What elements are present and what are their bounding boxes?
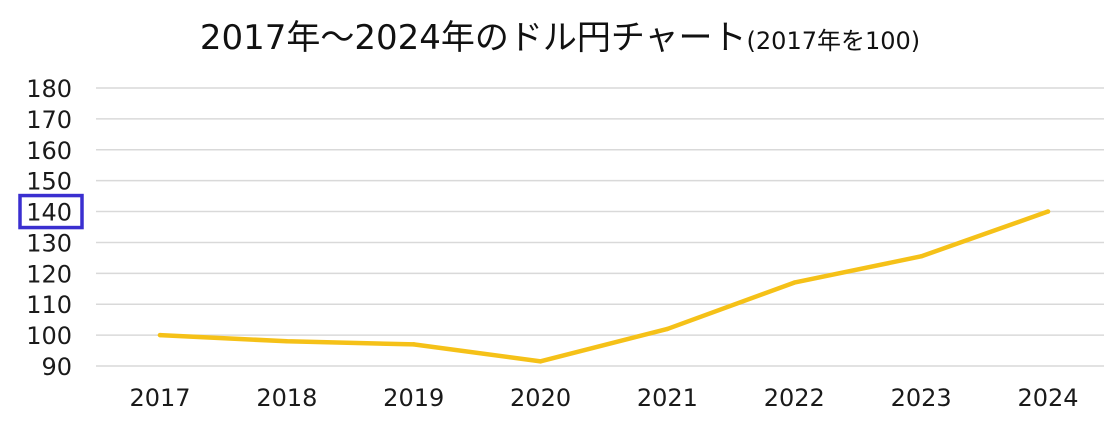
x-tick-label: 2020 (510, 384, 571, 412)
y-tick-label: 100 (26, 322, 72, 350)
chart-title: 2017年〜2024年のドル円チャート(2017年を100) (0, 10, 1120, 59)
chart-title-sub: (2017年を100) (746, 27, 921, 55)
chart-title-main: 2017年〜2024年のドル円チャート (199, 18, 747, 58)
data-point (918, 254, 924, 259)
highlight (18, 193, 84, 230)
x-tick-label: 2024 (1017, 384, 1078, 412)
x-tick-label: 2021 (637, 384, 698, 412)
data-point (538, 359, 543, 364)
data-point (792, 280, 797, 285)
series-line (157, 209, 1051, 364)
x-tick-label: 2018 (256, 384, 317, 412)
y-tick-label: 140 (26, 199, 72, 227)
x-tick-label: 2023 (891, 384, 952, 412)
series (157, 209, 1051, 364)
y-tick-label: 120 (26, 260, 72, 288)
y-tick-label: 170 (26, 106, 72, 134)
y-tick-label: 110 (26, 291, 72, 319)
data-point (1045, 209, 1051, 214)
y-tick-label: 90 (41, 353, 72, 381)
highlight-box (18, 193, 84, 230)
data-point (411, 342, 416, 347)
x-axis-ticks: 2017 2018 2019 2020 2021 2022 2023 2024 (129, 384, 1078, 412)
gridlines (96, 87, 1104, 367)
data-point (157, 332, 163, 338)
y-tick-label: 180 (26, 75, 72, 103)
y-tick-label: 160 (26, 137, 72, 165)
x-tick-label: 2017 (129, 384, 190, 412)
y-tick-label: 150 (26, 168, 72, 196)
data-point (665, 326, 670, 332)
y-tick-label: 130 (26, 229, 72, 257)
x-tick-label: 2022 (764, 384, 825, 412)
data-point (284, 339, 290, 344)
x-tick-label: 2019 (383, 384, 444, 412)
